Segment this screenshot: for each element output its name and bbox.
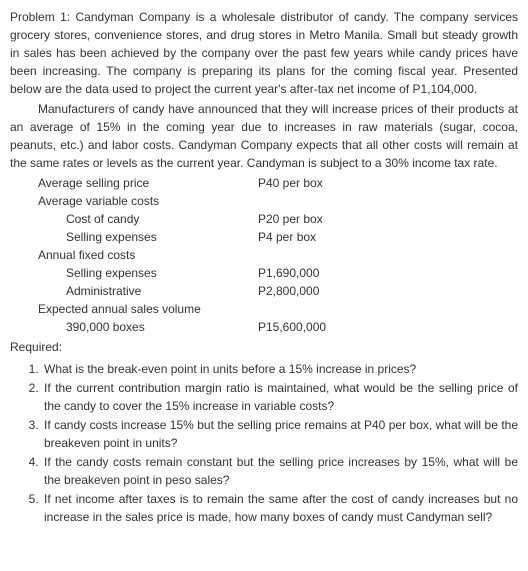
row-annual-fixed-costs: Annual fixed costs <box>38 246 518 264</box>
required-heading: Required: <box>10 338 518 356</box>
label: Administrative <box>38 282 258 300</box>
label: Average selling price <box>38 174 258 192</box>
row-avg-selling-price: Average selling price P40 per box <box>38 174 518 192</box>
value: P20 per box <box>258 210 378 228</box>
label: 390,000 boxes <box>38 318 258 336</box>
questions-list: What is the break-even point in units be… <box>10 360 518 526</box>
label: Selling expenses <box>38 228 258 246</box>
value: P2,800,000 <box>258 282 378 300</box>
row-boxes: 390,000 boxes P15,600,000 <box>38 318 518 336</box>
question-2: If the current contribution margin ratio… <box>42 379 518 415</box>
problem-intro-2: Manufacturers of candy have announced th… <box>10 100 518 172</box>
value <box>258 246 378 264</box>
value <box>258 300 378 318</box>
row-selling-expenses-var: Selling expenses P4 per box <box>38 228 518 246</box>
question-3: If candy costs increase 15% but the sell… <box>42 416 518 452</box>
value <box>258 192 378 210</box>
problem-intro-1: Problem 1: Candyman Company is a wholesa… <box>10 8 518 98</box>
label: Cost of candy <box>38 210 258 228</box>
value: P1,690,000 <box>258 264 378 282</box>
row-administrative: Administrative P2,800,000 <box>38 282 518 300</box>
label: Selling expenses <box>38 264 258 282</box>
question-4: If the candy costs remain constant but t… <box>42 453 518 489</box>
question-5: If net income after taxes is to remain t… <box>42 490 518 526</box>
value: P40 per box <box>258 174 378 192</box>
label: Average variable costs <box>38 192 258 210</box>
label: Annual fixed costs <box>38 246 258 264</box>
row-cost-of-candy: Cost of candy P20 per box <box>38 210 518 228</box>
question-1: What is the break-even point in units be… <box>42 360 518 378</box>
data-table: Average selling price P40 per box Averag… <box>38 174 518 336</box>
value: P4 per box <box>258 228 378 246</box>
row-avg-variable-costs: Average variable costs <box>38 192 518 210</box>
row-expected-volume: Expected annual sales volume <box>38 300 518 318</box>
row-selling-expenses-fixed: Selling expenses P1,690,000 <box>38 264 518 282</box>
label: Expected annual sales volume <box>38 300 258 318</box>
value: P15,600,000 <box>258 318 378 336</box>
